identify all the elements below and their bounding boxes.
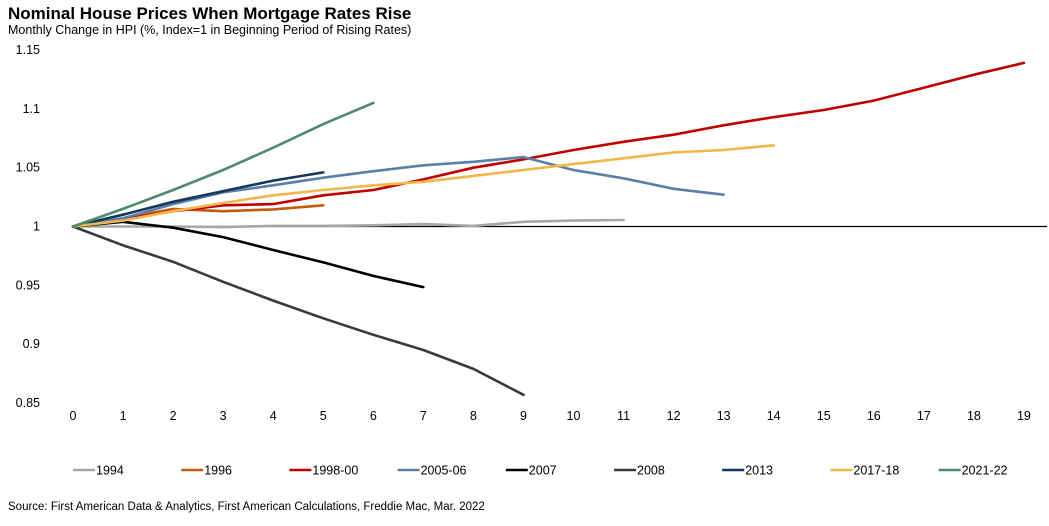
y-tick-label: 1.1 — [23, 102, 40, 116]
series-line-2013 — [71, 171, 325, 228]
x-tick-label: 2 — [170, 409, 177, 423]
x-tick-label: 4 — [270, 409, 277, 423]
y-tick-label: 1.05 — [16, 161, 40, 175]
x-tick-label: 3 — [220, 409, 227, 423]
x-tick-label: 17 — [917, 409, 931, 423]
x-tick-label: 16 — [867, 409, 881, 423]
y-tick-label: 0.95 — [16, 278, 40, 292]
y-tick-label: 1 — [33, 220, 40, 234]
x-tick-label: 19 — [1017, 409, 1031, 423]
source-note: Source: First American Data & Analytics,… — [8, 501, 485, 513]
x-tick-label: 9 — [520, 409, 527, 423]
x-tick-label: 14 — [767, 409, 781, 423]
x-tick-label: 11 — [617, 409, 630, 423]
x-tick-label: 0 — [70, 409, 77, 423]
series-line-2007 — [71, 220, 425, 289]
legend-label: 2005-06 — [421, 464, 467, 478]
x-tick-label: 13 — [717, 409, 731, 423]
x-tick-label: 10 — [567, 409, 581, 423]
legend-label: 2013 — [745, 464, 773, 478]
legend: 1994 1996 1998-00 2005-06 2007 2008 2013 2017-1… — [73, 464, 1008, 478]
x-tick-label: 8 — [470, 409, 477, 423]
x-tick-label: 15 — [817, 409, 831, 423]
y-tick-label: 0.9 — [23, 337, 40, 351]
x-tick-label: 12 — [667, 409, 681, 423]
x-tick-label: 6 — [370, 409, 377, 423]
chart-title: Nominal House Prices When Mortgage Rates… — [8, 4, 412, 23]
x-tick-label: 5 — [320, 409, 327, 423]
x-tick-label: 7 — [420, 409, 427, 423]
chart-subtitle: Monthly Change in HPI (%, Index=1 in Beg… — [8, 23, 412, 37]
legend-label: 2007 — [529, 464, 557, 478]
series-line-2017-18 — [71, 144, 776, 228]
legend-label: 2008 — [637, 464, 665, 478]
legend-label: 1994 — [96, 464, 124, 478]
series-line-2008 — [71, 225, 525, 397]
series-line-2021-22 — [71, 101, 375, 228]
series-line-1998-00 — [71, 61, 1026, 228]
legend-label: 2021-22 — [962, 464, 1008, 478]
x-tick-label: 18 — [967, 409, 981, 423]
y-tick-label: 1.15 — [16, 43, 40, 57]
x-tick-label: 1 — [120, 409, 127, 423]
legend-label: 2017-18 — [853, 464, 899, 478]
legend-label: 1996 — [204, 464, 232, 478]
legend-label: 1998-00 — [312, 464, 358, 478]
y-tick-label: 0.85 — [16, 396, 40, 410]
series-line-2005-06 — [71, 155, 725, 228]
series-lines — [71, 61, 1026, 397]
